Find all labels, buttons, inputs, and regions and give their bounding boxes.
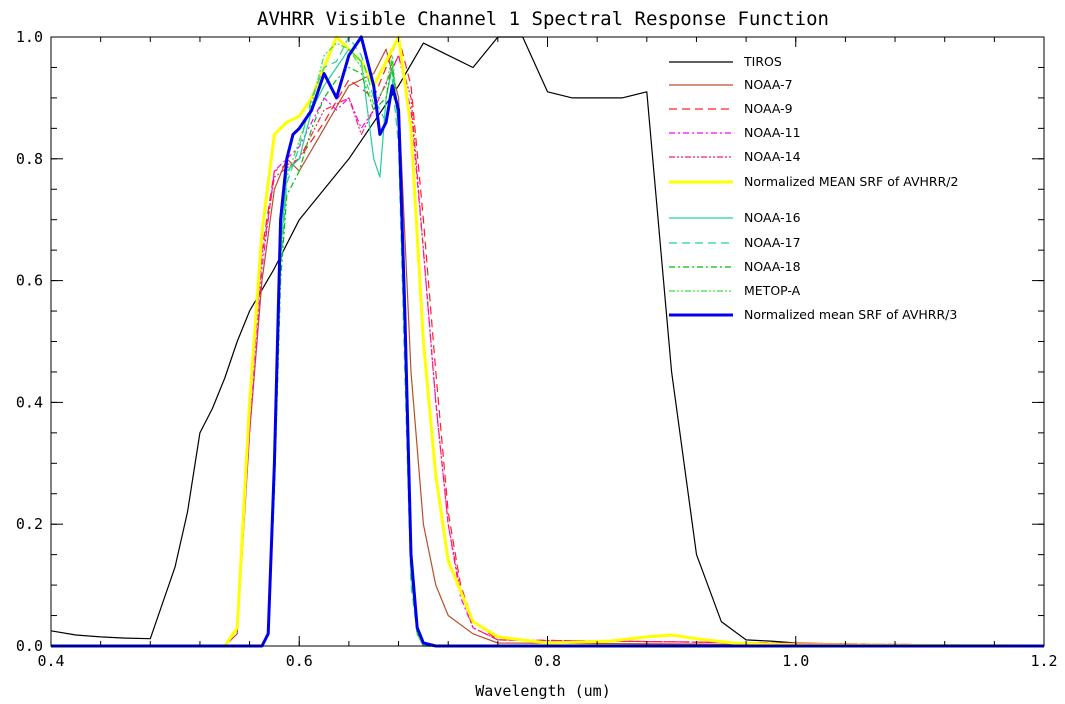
legend-label-5: Normalized MEAN SRF of AVHRR/2: [744, 174, 958, 189]
series-line-0: [50, 36, 1045, 647]
series-line-5: [51, 35, 1045, 648]
legend-label-7: NOAA-17: [744, 235, 801, 250]
legend-label-10: Normalized mean SRF of AVHRR/3: [744, 307, 957, 322]
x-tick-label: 0.6: [286, 652, 313, 670]
x-tick-label: 1.0: [782, 652, 809, 670]
y-tick-label: 0.6: [16, 272, 43, 290]
chart-title: AVHRR Visible Channel 1 Spectral Respons…: [257, 8, 829, 30]
legend-label-2: NOAA-9: [744, 101, 793, 116]
legend-label-6: NOAA-16: [744, 210, 801, 225]
legend-label-4: NOAA-14: [744, 149, 801, 164]
y-tick-label: 0.8: [16, 150, 43, 168]
legend: TIROS NOAA-7 NOAA-9 NOAA-11 NOAA-14 Normalize…: [669, 54, 958, 322]
legend-label-1: NOAA-7: [744, 77, 793, 92]
legend-label-0: TIROS: [743, 54, 782, 69]
x-tick-label: 0.4: [37, 652, 64, 670]
y-tick-label: 0.0: [16, 637, 43, 655]
legend-label-8: NOAA-18: [744, 259, 801, 274]
series-line-10: [51, 35, 1044, 648]
axes-layer: 0.4 0.6 0.8 1.0 1.2 0.0 0.2 0.4 0.6 0.8 1.0: [16, 28, 1058, 670]
x-tick-label: 0.8: [534, 652, 561, 670]
legend-label-9: METOP-A: [744, 283, 801, 298]
y-tick-label: 0.2: [16, 515, 43, 533]
x-tick-label: 1.2: [1030, 652, 1057, 670]
series-layer: [50, 35, 1045, 648]
series-line-3: [51, 54, 1045, 647]
legend-label-3: NOAA-11: [744, 125, 801, 140]
y-tick-label: 1.0: [16, 28, 43, 46]
x-axis-label: Wavelength (um): [475, 682, 610, 700]
y-tick-label: 0.4: [16, 393, 43, 411]
